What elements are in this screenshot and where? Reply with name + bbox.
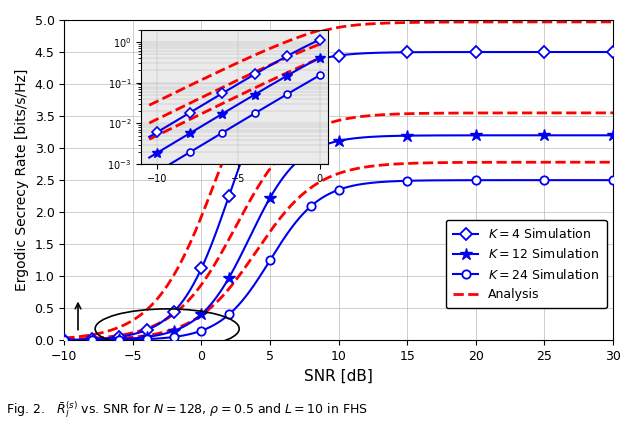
Text: Fig. 2.   $\bar{R}_l^{(s)}$ vs. SNR for $N = 128$, $\rho = 0.5$ and $L = 10$ in : Fig. 2. $\bar{R}_l^{(s)}$ vs. SNR for $N… [6, 399, 368, 420]
Legend: $K = 4$ Simulation, $K = 12$ Simulation, $K = 24$ Simulation, Analysis: $K = 4$ Simulation, $K = 12$ Simulation,… [446, 220, 607, 308]
X-axis label: SNR [dB]: SNR [dB] [304, 368, 373, 384]
Y-axis label: Ergodic Secrecy Rate [bits/s/Hz]: Ergodic Secrecy Rate [bits/s/Hz] [15, 69, 29, 291]
